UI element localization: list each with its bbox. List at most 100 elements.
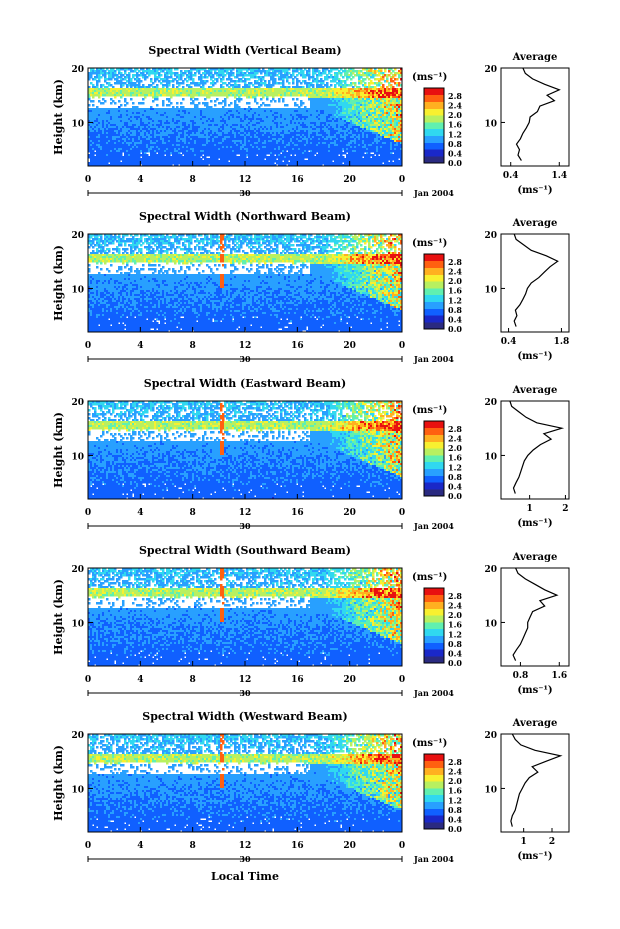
heatmap-cell	[104, 74, 106, 76]
heatmap-cell	[156, 88, 158, 90]
heatmap-cell	[370, 70, 372, 72]
heatmap-cell	[202, 84, 204, 86]
heatmap-cell	[262, 82, 264, 84]
heatmap-cell	[374, 88, 376, 90]
heatmap-cell	[380, 76, 382, 78]
heatmap-cell	[246, 74, 248, 76]
heatmap-cell	[324, 88, 326, 90]
heatmap-cell	[352, 76, 354, 78]
heatmap-cell	[292, 80, 294, 82]
heatmap-cell	[234, 88, 236, 90]
heatmap-cell	[312, 88, 314, 90]
heatmap-cell	[142, 90, 144, 92]
heatmap-cell	[170, 76, 172, 78]
heatmap-cell	[232, 72, 234, 74]
heatmap-cell	[276, 90, 278, 92]
heatmap-cell	[240, 70, 242, 72]
heatmap-cell	[352, 70, 354, 72]
heatmap-cell	[398, 84, 400, 86]
heatmap-cell	[214, 88, 216, 90]
heatmap-cell	[190, 86, 192, 88]
heatmap-cell	[128, 72, 130, 74]
heatmap-cell	[188, 72, 190, 74]
panel-title: Spectral Width (Vertical Beam)	[148, 44, 341, 57]
heatmap-cell	[346, 74, 348, 76]
heatmap-cell	[198, 70, 200, 72]
heatmap-cell	[170, 80, 172, 82]
heatmap-cell	[228, 78, 230, 80]
heatmap-cell	[166, 88, 168, 90]
heatmap-cell	[274, 74, 276, 76]
heatmap-cell	[350, 70, 352, 72]
heatmap-cell	[392, 86, 394, 88]
heatmap-cell	[286, 72, 288, 74]
heatmap-cell	[354, 74, 356, 76]
heatmap-cell	[372, 72, 374, 74]
heatmap-cell	[268, 86, 270, 88]
heatmap-cell	[172, 90, 174, 92]
heatmap-cell	[282, 70, 284, 72]
heatmap-cell	[368, 78, 370, 80]
heatmap-cell	[278, 90, 280, 92]
heatmap-cell	[222, 86, 224, 88]
heatmap-cell	[190, 72, 192, 74]
heatmap-cell	[248, 78, 250, 80]
heatmap-cell	[222, 78, 224, 80]
heatmap-cell	[188, 86, 190, 88]
heatmap-cell	[308, 72, 310, 74]
heatmap-cell	[280, 72, 282, 74]
heatmap-cell	[176, 90, 178, 92]
heatmap-cell	[308, 70, 310, 72]
heatmap-cell	[296, 88, 298, 90]
heatmap-cell	[208, 90, 210, 92]
heatmap-cell	[318, 80, 320, 82]
heatmap-cell	[96, 74, 98, 76]
heatmap-cell	[324, 72, 326, 74]
heatmap-cell	[120, 74, 122, 76]
heatmap-cell	[202, 88, 204, 90]
heatmap-cell	[388, 82, 390, 84]
heatmap-cell	[334, 72, 336, 74]
heatmap-cell	[242, 90, 244, 92]
heatmap-cell	[292, 74, 294, 76]
heatmap-cell	[272, 72, 274, 74]
heatmap-cell	[312, 72, 314, 74]
heatmap-cell	[152, 82, 154, 84]
heatmap-cell	[128, 80, 130, 82]
heatmap-cell	[144, 74, 146, 76]
heatmap-cell	[308, 76, 310, 78]
heatmap-cell	[144, 88, 146, 90]
heatmap-cell	[104, 86, 106, 88]
heatmap-cell	[322, 80, 324, 82]
heatmap-cell	[312, 84, 314, 86]
heatmap-cell	[98, 88, 100, 90]
heatmap-cell	[220, 74, 222, 76]
heatmap-cell	[176, 76, 178, 78]
heatmap-cell	[90, 70, 92, 72]
heatmap-cell	[246, 90, 248, 92]
heatmap-cell	[96, 88, 98, 90]
heatmap-cell	[210, 76, 212, 78]
heatmap-cell	[92, 90, 94, 92]
heatmap-cell	[388, 88, 390, 90]
heatmap-cell	[176, 72, 178, 74]
heatmap-cell	[250, 76, 252, 78]
heatmap-cell	[196, 90, 198, 92]
heatmap-cell	[198, 82, 200, 84]
heatmap-cell	[184, 88, 186, 90]
heatmap-cell	[326, 78, 328, 80]
heatmap-cell	[332, 88, 334, 90]
heatmap-cell	[98, 80, 100, 82]
heatmap-cell	[116, 78, 118, 80]
heatmap-cell	[350, 78, 352, 80]
heatmap-cell	[124, 90, 126, 92]
heatmap-cell	[138, 90, 140, 92]
heatmap-cell	[224, 70, 226, 72]
heatmap-cell	[336, 76, 338, 78]
heatmap-cell	[320, 78, 322, 80]
heatmap-cell	[126, 88, 128, 90]
heatmap-cell	[310, 82, 312, 84]
heatmap-cell	[226, 78, 228, 80]
heatmap-cell	[98, 70, 100, 72]
heatmap-cell	[96, 90, 98, 92]
